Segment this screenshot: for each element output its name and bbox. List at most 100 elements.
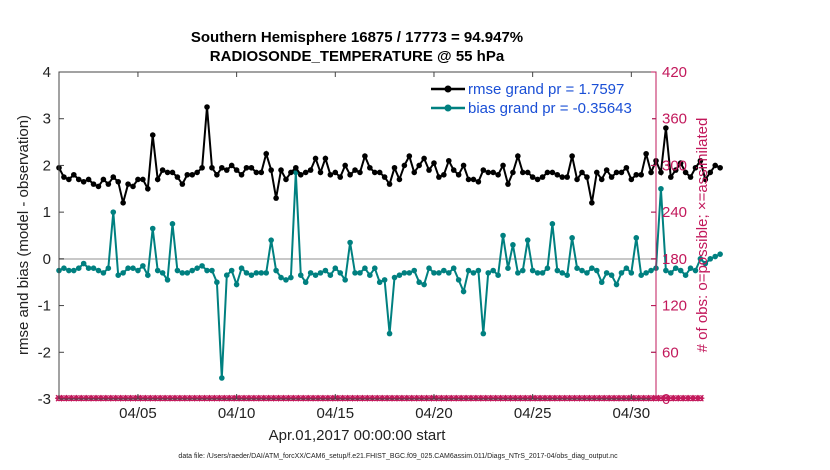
bias-point	[406, 270, 413, 276]
bias-point	[603, 270, 610, 276]
rmse-point	[658, 169, 664, 176]
bias-point	[396, 272, 403, 279]
bias-point	[411, 267, 418, 274]
rmse-point	[120, 200, 126, 206]
rmse-point	[204, 104, 210, 110]
bias-point	[307, 270, 314, 276]
bias-point	[154, 267, 161, 274]
y2-tick-label: 180	[662, 251, 687, 268]
rmse-point	[663, 125, 669, 131]
bias-point	[712, 253, 719, 260]
bias-point	[342, 277, 348, 283]
bias-point	[238, 265, 245, 272]
bias-point	[593, 267, 600, 274]
rmse-point	[179, 181, 186, 187]
bias-point	[90, 265, 97, 272]
rmse-point	[519, 169, 526, 176]
bias-point	[228, 267, 235, 274]
bias-point	[505, 265, 511, 272]
bias-point	[337, 270, 344, 276]
bias-point	[352, 270, 358, 276]
bias-point	[569, 235, 575, 241]
rmse-point	[184, 171, 191, 178]
bias-point	[105, 265, 112, 272]
rmse-point	[529, 174, 536, 180]
y2-tick-label: 420	[662, 64, 687, 81]
rmse-point	[367, 164, 373, 171]
rmse-point	[327, 171, 334, 178]
bias-point	[692, 267, 699, 274]
bias-point	[441, 267, 447, 274]
rmse-point	[554, 171, 561, 178]
bias-point	[598, 279, 605, 286]
bias-point	[465, 267, 472, 274]
bias-point	[638, 272, 644, 279]
chart-title: Southern Hemisphere 16875 / 17773 = 94.9…	[191, 29, 523, 46]
rmse-point	[633, 171, 640, 178]
rmse-point	[263, 150, 270, 157]
x-tick-label: 04/30	[613, 405, 651, 422]
bias-point	[717, 251, 723, 257]
bias-point	[184, 270, 191, 276]
bias-point	[579, 267, 585, 274]
data-marks	[55, 104, 723, 402]
bias-point	[204, 267, 210, 274]
bias-point	[524, 237, 531, 243]
rmse-point	[312, 155, 319, 162]
bias-point	[510, 242, 516, 248]
bias-point	[209, 267, 215, 274]
rmse-point	[692, 164, 699, 171]
rmse-point	[66, 176, 72, 183]
x-tick-label: 04/20	[415, 405, 453, 422]
bias-point	[495, 272, 501, 279]
bias-point	[618, 270, 625, 276]
x-tick-label: 04/25	[514, 405, 552, 422]
y-tick-label: -1	[38, 298, 51, 315]
rmse-point	[401, 162, 408, 169]
rmse-point	[490, 169, 496, 176]
rmse-point	[243, 164, 250, 171]
bias-point	[544, 265, 551, 272]
bias-point	[179, 270, 186, 276]
rmse-point	[480, 167, 487, 173]
rmse-point	[534, 176, 541, 183]
bias-point	[115, 272, 122, 279]
rmse-point	[362, 153, 368, 159]
rmse-point	[608, 174, 615, 180]
bias-point	[643, 270, 649, 276]
rmse-point	[169, 169, 176, 176]
y2-tick-label: 120	[662, 298, 687, 315]
rmse-point	[460, 162, 467, 169]
rmse-point	[110, 174, 117, 180]
rmse-point	[130, 183, 136, 190]
rmse-point	[342, 162, 348, 169]
rmse-point	[90, 181, 97, 187]
rmse-point	[381, 174, 388, 180]
bias-point	[219, 375, 225, 381]
bias-point	[85, 265, 92, 272]
rmse-point	[668, 174, 674, 180]
bias-point	[564, 272, 570, 279]
rmse-point	[352, 167, 358, 173]
rmse-point	[199, 164, 205, 171]
rmse-point	[154, 176, 161, 183]
bias-point	[386, 330, 393, 337]
y2-tick-label: 360	[662, 111, 687, 128]
rmse-point	[386, 181, 393, 187]
rmse-point	[283, 176, 289, 183]
rmse-point	[623, 164, 630, 171]
bias-point	[332, 265, 339, 272]
bias-point	[61, 265, 67, 272]
legend-box	[419, 78, 652, 122]
bias-point	[75, 265, 82, 272]
rmse-point	[219, 164, 225, 171]
rmse-point	[100, 176, 107, 183]
bias-point	[376, 279, 383, 286]
rmse-point	[293, 164, 299, 171]
rmse-point	[431, 160, 437, 166]
rmse-point	[539, 174, 546, 180]
rmse-point	[376, 169, 383, 176]
bias-point	[436, 270, 442, 276]
bias-point	[687, 265, 694, 272]
